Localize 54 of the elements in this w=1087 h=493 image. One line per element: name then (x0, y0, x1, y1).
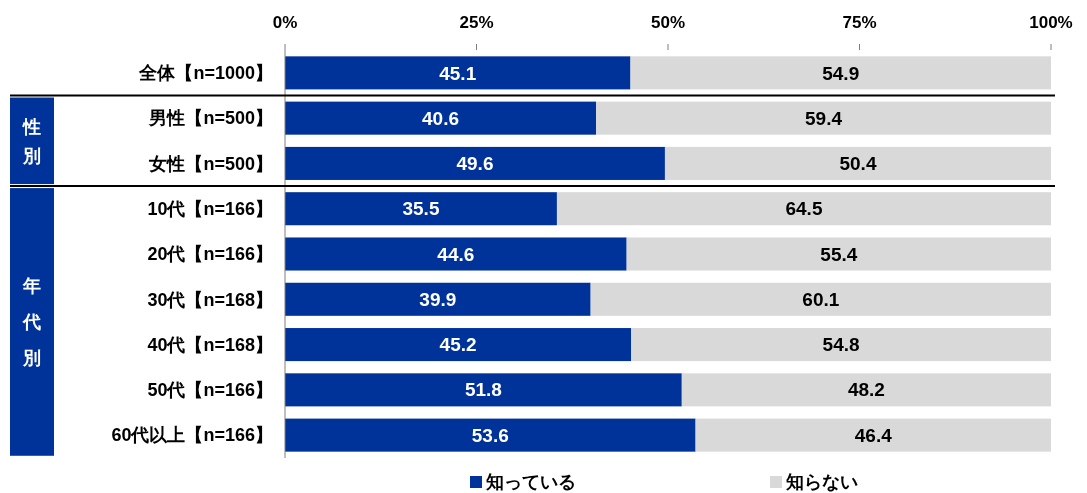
y-tick-label: 60代以上【n=166】 (111, 425, 273, 446)
x-tick-label: 75% (842, 13, 877, 32)
bar (285, 282, 591, 316)
bar (695, 418, 1051, 452)
bar (664, 146, 1051, 180)
bar (285, 328, 632, 362)
text: 性別 (22, 116, 41, 166)
y-tick-label: 10代【n=166】 (147, 199, 273, 220)
y-tick-label: 20代【n=166】 (147, 244, 273, 265)
data-label: 49.6 (456, 153, 494, 175)
x-tick-label: 25% (459, 13, 494, 32)
x-tick-label: 100% (1029, 13, 1073, 32)
bar (590, 282, 1051, 316)
data-label: 45.2 (439, 334, 477, 356)
data-label: 44.6 (437, 243, 475, 265)
data-label: 45.1 (439, 62, 477, 84)
data-label: 39.9 (419, 288, 457, 310)
data-label: 54.9 (822, 62, 860, 84)
data-label: 54.8 (822, 334, 860, 356)
bar (285, 237, 627, 271)
data-label: 50.4 (839, 153, 877, 175)
bar (285, 146, 665, 180)
y-tick-label: 女性【n=500】 (148, 153, 273, 174)
bar (285, 101, 596, 135)
x-tick-label: 0% (272, 13, 298, 32)
bar (626, 237, 1051, 271)
data-label: 60.1 (802, 288, 840, 310)
data-label: 55.4 (820, 243, 858, 265)
data-label: 35.5 (402, 198, 440, 220)
bar (285, 373, 682, 407)
bar (285, 56, 631, 90)
y-tick-label: 50代【n=166】 (147, 380, 273, 401)
bar (285, 192, 557, 226)
y-tick-label: 30代【n=168】 (147, 289, 273, 310)
legend-label: 知っている (485, 472, 576, 493)
data-label: 40.6 (422, 107, 459, 129)
text: 年代別 (22, 276, 41, 369)
data-label: 48.2 (847, 379, 885, 401)
bar (681, 373, 1051, 407)
bar (631, 328, 1051, 362)
data-label: 59.4 (805, 107, 843, 129)
bar (556, 192, 1051, 226)
bar (285, 418, 696, 452)
y-tick-label: 全体【n=1000】 (138, 63, 273, 84)
data-label: 51.8 (464, 379, 502, 401)
y-tick-label: 40代【n=168】 (147, 334, 273, 355)
data-label: 53.6 (471, 424, 509, 446)
y-tick-label: 男性【n=500】 (148, 108, 273, 129)
bar (630, 56, 1051, 90)
data-label: 64.5 (785, 198, 823, 220)
x-tick-label: 50% (650, 13, 686, 32)
legend-label: 知らない (785, 472, 858, 493)
bar (596, 101, 1051, 135)
data-label: 46.4 (854, 424, 893, 446)
